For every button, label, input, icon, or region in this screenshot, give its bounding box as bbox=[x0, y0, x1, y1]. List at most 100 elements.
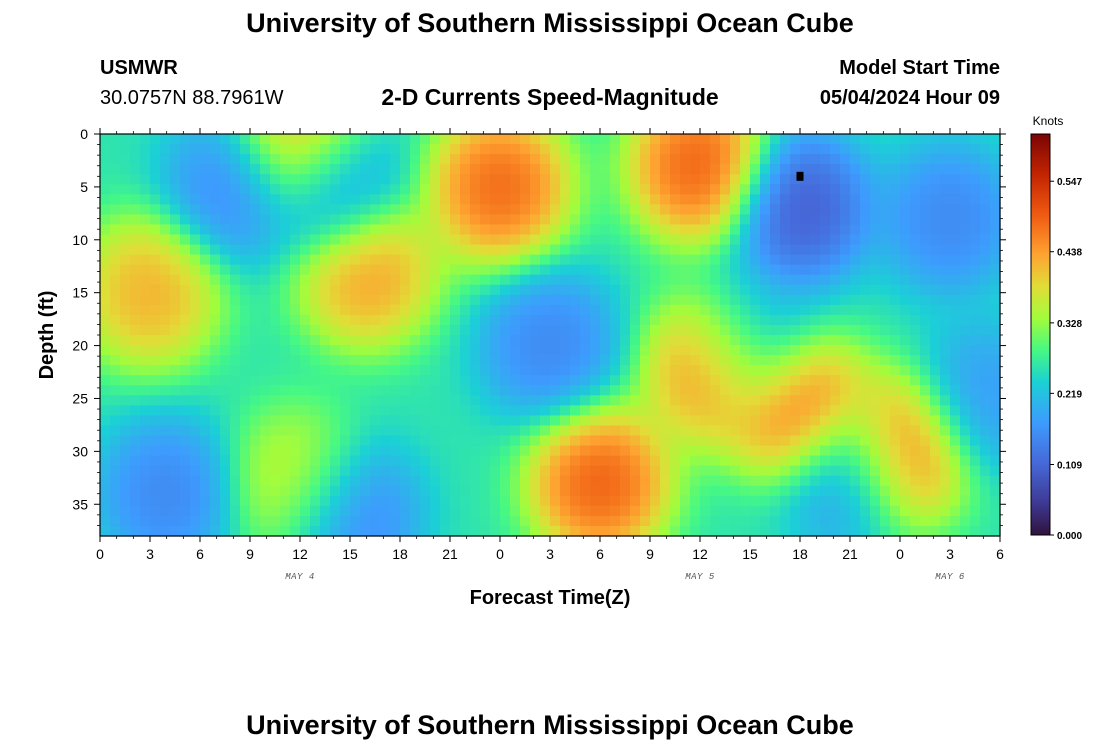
heatmap-cell bbox=[460, 345, 471, 356]
heatmap-cell bbox=[450, 365, 461, 376]
heatmap-cell bbox=[410, 425, 421, 437]
heatmap-cell bbox=[710, 164, 721, 175]
heatmap-cell bbox=[200, 144, 211, 155]
heatmap-cell bbox=[370, 445, 381, 457]
heatmap-cell bbox=[960, 224, 971, 236]
heatmap-cell bbox=[560, 294, 571, 306]
heatmap-cell bbox=[940, 515, 951, 527]
heatmap-cell bbox=[610, 184, 621, 195]
heatmap-cell bbox=[310, 194, 321, 205]
heatmap-cell bbox=[230, 335, 241, 346]
heatmap-cell bbox=[600, 525, 611, 537]
heatmap-cell bbox=[510, 335, 521, 346]
heatmap-cell bbox=[270, 244, 281, 256]
heatmap-cell bbox=[770, 465, 781, 477]
heatmap-cell bbox=[630, 445, 641, 457]
heatmap-cell bbox=[790, 254, 801, 266]
heatmap-cell bbox=[750, 184, 761, 195]
heatmap-cell bbox=[990, 244, 1001, 256]
heatmap-cell bbox=[820, 515, 831, 527]
heatmap-cell bbox=[780, 345, 791, 356]
heatmap-cell bbox=[360, 244, 371, 256]
heatmap-cell bbox=[340, 435, 351, 447]
heatmap-cell bbox=[130, 204, 141, 215]
heatmap-cell bbox=[460, 525, 471, 537]
heatmap-cell bbox=[100, 505, 111, 517]
heatmap-cell bbox=[130, 505, 141, 517]
heatmap-cell bbox=[300, 324, 311, 336]
heatmap-cell bbox=[560, 515, 571, 527]
heatmap-cell bbox=[440, 505, 451, 517]
heatmap-cell bbox=[530, 314, 541, 326]
heatmap-cell bbox=[240, 465, 251, 477]
heatmap-cell bbox=[830, 234, 841, 246]
heatmap-cell bbox=[810, 455, 821, 467]
heatmap-cell bbox=[310, 174, 321, 185]
heatmap-cell bbox=[370, 314, 381, 326]
heatmap-cell bbox=[500, 355, 511, 366]
heatmap-cell bbox=[680, 194, 691, 205]
heatmap-cell bbox=[450, 395, 461, 406]
heatmap-cell bbox=[560, 174, 571, 185]
heatmap-cell bbox=[700, 335, 711, 346]
heatmap-cell bbox=[950, 455, 961, 467]
heatmap-cell bbox=[910, 234, 921, 246]
heatmap-cell bbox=[540, 345, 551, 356]
heatmap-cell bbox=[940, 224, 951, 236]
heatmap-cell bbox=[850, 445, 861, 457]
heatmap-cell bbox=[360, 525, 371, 537]
heatmap-cell bbox=[390, 455, 401, 467]
heatmap-cell bbox=[120, 365, 131, 376]
heatmap-cell bbox=[800, 194, 811, 205]
heatmap-cell bbox=[310, 355, 321, 366]
heatmap-cell bbox=[880, 405, 891, 416]
heatmap-cell bbox=[960, 395, 971, 406]
heatmap-cell bbox=[880, 415, 891, 427]
heatmap-cell bbox=[980, 264, 991, 276]
heatmap-cell bbox=[570, 314, 581, 326]
heatmap-cell bbox=[100, 214, 111, 226]
heatmap-cell bbox=[740, 294, 751, 306]
heatmap-cell bbox=[180, 345, 191, 356]
heatmap-cell bbox=[600, 505, 611, 517]
heatmap-cell bbox=[860, 224, 871, 236]
heatmap-cell bbox=[390, 314, 401, 326]
heatmap-cell bbox=[870, 505, 881, 517]
heatmap-cell bbox=[660, 355, 671, 366]
heatmap-cell bbox=[400, 415, 411, 427]
heatmap-cell bbox=[940, 425, 951, 437]
heatmap-cell bbox=[570, 385, 581, 396]
heatmap-cell bbox=[420, 365, 431, 376]
heatmap-cell bbox=[940, 324, 951, 336]
heatmap-cell bbox=[600, 395, 611, 406]
heatmap-cell bbox=[330, 335, 341, 346]
heatmap-cell bbox=[190, 385, 201, 396]
heatmap-cell bbox=[750, 395, 761, 406]
heatmap-cell bbox=[870, 254, 881, 266]
heatmap-cell bbox=[460, 194, 471, 205]
heatmap-cell bbox=[560, 144, 571, 155]
heatmap-cell bbox=[670, 445, 681, 457]
heatmap-cell bbox=[850, 164, 861, 175]
heatmap-cell bbox=[600, 455, 611, 467]
heatmap-cell bbox=[270, 194, 281, 205]
heatmap-cell bbox=[940, 435, 951, 447]
heatmap-cell bbox=[390, 525, 401, 537]
heatmap-cell bbox=[840, 385, 851, 396]
heatmap-cell bbox=[530, 515, 541, 527]
heatmap-cell bbox=[840, 375, 851, 386]
heatmap-cell bbox=[450, 355, 461, 366]
heatmap-cell bbox=[740, 425, 751, 437]
heatmap-cell bbox=[200, 405, 211, 416]
heatmap-cell bbox=[200, 214, 211, 226]
heatmap-cell bbox=[130, 134, 141, 145]
heatmap-cell bbox=[700, 365, 711, 376]
heatmap-cell bbox=[180, 324, 191, 336]
heatmap-cell bbox=[720, 184, 731, 195]
heatmap-cell bbox=[930, 294, 941, 306]
heatmap-cell bbox=[300, 184, 311, 195]
heatmap-cell bbox=[580, 254, 591, 266]
heatmap-cell bbox=[180, 445, 191, 457]
heatmap-cell bbox=[840, 204, 851, 215]
